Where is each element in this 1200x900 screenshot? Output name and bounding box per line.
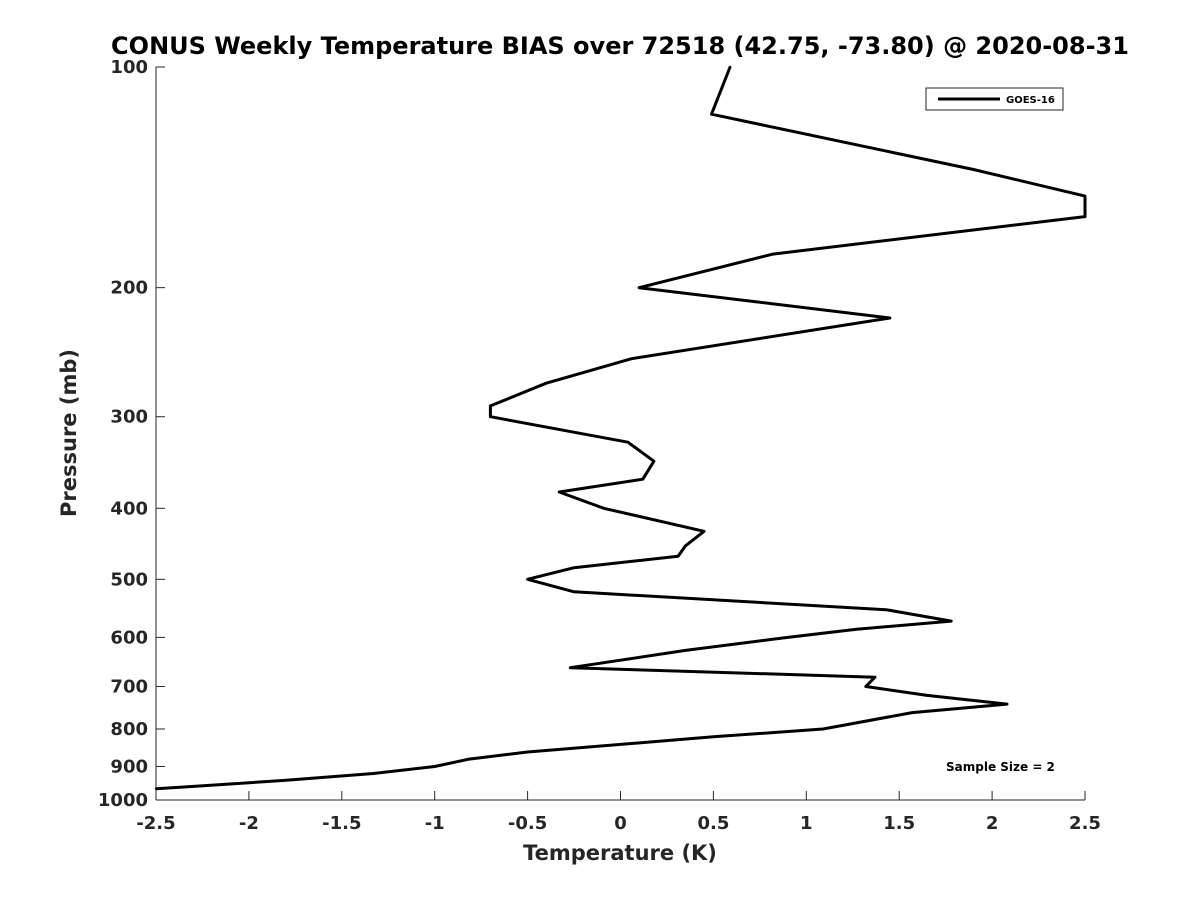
data-point <box>572 566 576 569</box>
data-point <box>684 649 687 652</box>
data-point <box>911 711 914 714</box>
chart-title: CONUS Weekly Temperature BIAS over 72518… <box>111 32 1129 60</box>
data-point <box>489 415 492 418</box>
data-point <box>684 544 687 547</box>
y-tick-label: 300 <box>110 407 148 428</box>
x-tick-label: 0.5 <box>697 813 729 834</box>
data-point <box>1005 702 1009 706</box>
data-point <box>972 168 975 171</box>
y-tick-label: 600 <box>110 627 148 648</box>
data-point <box>821 727 825 731</box>
y-tick-label: 1000 <box>98 790 148 811</box>
data-point <box>154 787 158 790</box>
data-point <box>572 590 576 593</box>
data-point <box>489 404 492 408</box>
data-point <box>855 628 858 631</box>
data-point <box>433 765 436 768</box>
data-point <box>466 758 470 761</box>
y-tick-label: 200 <box>110 278 148 299</box>
series-line-goes16 <box>155 66 1087 791</box>
legend-label: GOES-16 <box>1006 95 1055 106</box>
series-points <box>154 65 1087 790</box>
y-tick-label: 900 <box>110 756 148 777</box>
data-point <box>526 750 529 754</box>
data-point <box>771 252 775 256</box>
data-point <box>728 65 732 69</box>
x-axis-label: Temperature (K) <box>523 841 717 865</box>
data-point <box>372 772 375 775</box>
x-tick-label: 1 <box>800 813 813 834</box>
y-tick-label: 100 <box>110 57 148 78</box>
data-point <box>888 316 892 320</box>
data-point <box>702 530 706 533</box>
y-tick-label: 700 <box>110 676 148 697</box>
data-point <box>925 694 929 697</box>
y-tick-label: 800 <box>110 719 148 740</box>
x-tick-label: -0.5 <box>508 813 547 834</box>
data-point <box>864 685 867 688</box>
data-point <box>710 113 713 116</box>
data-point <box>786 636 789 639</box>
data-point <box>873 676 877 679</box>
data-point <box>558 490 561 494</box>
x-tick-label: -1.5 <box>322 813 361 834</box>
data-point <box>630 357 633 360</box>
data-point <box>182 785 186 789</box>
y-tick-label: 500 <box>110 569 148 590</box>
x-tick-label: -2.5 <box>136 813 175 834</box>
x-tick-label: 0 <box>614 813 627 834</box>
x-tick-label: -1 <box>425 813 445 834</box>
x-tick-label: 2 <box>986 813 999 834</box>
data-point <box>652 460 656 463</box>
data-point <box>526 578 529 581</box>
data-point <box>1083 215 1087 218</box>
data-point <box>569 666 572 669</box>
legend: GOES-16 <box>925 87 1064 111</box>
x-tick-label: 1.5 <box>883 813 915 834</box>
sample-size-annotation: Sample Size = 2 <box>946 760 1055 774</box>
data-point <box>626 441 630 444</box>
data-point <box>676 555 680 558</box>
y-ticks: 100 200 300 400 500 600 700 800 900 1000 <box>98 57 165 811</box>
data-point <box>602 507 605 510</box>
x-ticks: -2.5 -2 -1.5 -1 -0.5 0 0.5 1 1.5 2 2.5 <box>136 791 1101 834</box>
plot-area <box>156 67 1085 800</box>
x-tick-label: -2 <box>239 813 259 834</box>
y-tick-label: 400 <box>110 498 148 519</box>
data-point <box>1083 194 1087 198</box>
data-point <box>637 286 641 289</box>
data-point <box>712 735 715 738</box>
data-point <box>545 382 548 385</box>
data-point <box>284 779 288 782</box>
x-tick-label: 2.5 <box>1069 813 1101 834</box>
data-point <box>885 608 888 611</box>
data-point <box>641 478 644 481</box>
data-point <box>950 619 953 623</box>
y-axis-label: Pressure (mb) <box>57 349 81 517</box>
